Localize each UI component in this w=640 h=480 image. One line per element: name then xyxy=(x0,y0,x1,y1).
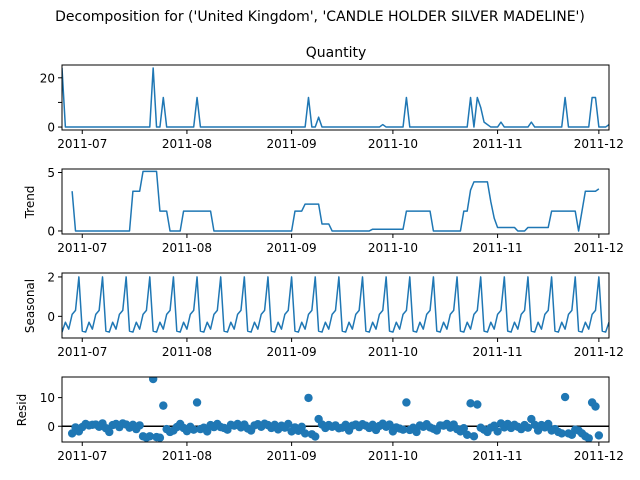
resid-point xyxy=(462,430,472,440)
x-tick-label: 2011-08 xyxy=(162,241,212,255)
axes-frame xyxy=(61,64,610,131)
resid-point xyxy=(311,432,320,441)
y-tick-label: 20 xyxy=(40,71,55,85)
axes-frame xyxy=(61,168,610,235)
resid-point xyxy=(584,434,593,442)
resid-point xyxy=(385,420,394,429)
y-tick-label: 10 xyxy=(40,391,55,405)
resid-point xyxy=(466,399,475,408)
resid-point xyxy=(300,429,310,438)
resid-point xyxy=(473,400,482,409)
x-tick-label: 2011-07 xyxy=(57,241,107,255)
x-tick-label: 2011-12 xyxy=(574,241,624,255)
series-line xyxy=(62,67,609,128)
resid-point xyxy=(145,432,154,441)
resid-point xyxy=(412,427,421,437)
resid-point xyxy=(192,398,202,407)
resid-panel: Resid 2011-07 2011-08 2011-09 2011-10 2011-1… xyxy=(15,376,624,463)
x-tick-label: 2011-08 xyxy=(162,137,212,151)
x-tick-label: 2011-12 xyxy=(574,449,624,463)
series-line xyxy=(62,276,609,333)
x-tick-label: 2011-09 xyxy=(267,449,317,463)
resid-point xyxy=(402,398,411,407)
x-tick-label: 2011-11 xyxy=(473,345,523,359)
resid-point xyxy=(469,432,479,441)
resid-point xyxy=(557,429,566,438)
resid-point xyxy=(398,425,408,434)
x-tick-label: 2011-10 xyxy=(368,241,418,255)
x-tick-label: 2011-07 xyxy=(57,345,107,359)
y-tick-label: 5 xyxy=(47,166,55,180)
resid-point xyxy=(523,423,533,432)
resid-point xyxy=(591,402,600,411)
trend-panel-ylabel: Trend xyxy=(23,186,37,220)
x-tick-label: 2011-11 xyxy=(473,137,523,151)
resid-panel-ylabel: Resid xyxy=(15,394,29,426)
y-tick-label: 0 xyxy=(47,121,55,135)
x-tick-label: 2011-09 xyxy=(267,345,317,359)
resid-point xyxy=(284,419,293,429)
resid-point xyxy=(304,393,313,403)
resid-point xyxy=(202,427,212,436)
x-tick-label: 2011-10 xyxy=(368,137,418,151)
resid-point xyxy=(594,431,604,440)
x-tick-label: 2011-09 xyxy=(267,137,317,151)
resid-point xyxy=(135,421,144,430)
x-tick-label: 2011-12 xyxy=(574,345,624,359)
resid-point xyxy=(159,401,168,410)
x-tick-label: 2011-10 xyxy=(368,345,418,359)
x-tick-label: 2011-10 xyxy=(368,449,418,463)
y-tick-label: 0 xyxy=(47,420,55,434)
x-tick-label: 2011-08 xyxy=(162,449,212,463)
resid-point xyxy=(148,377,158,384)
x-tick-label: 2011-09 xyxy=(267,241,317,255)
figure-suptitle: Decomposition for ('United Kingdom', 'CA… xyxy=(55,9,585,25)
resid-point xyxy=(560,392,570,402)
trend-panel: Trend 2011-07 2011-08 2011-09 2011-10 2011-1… xyxy=(23,166,624,255)
x-tick-label: 2011-11 xyxy=(473,241,523,255)
series-line xyxy=(71,170,600,232)
resid-point xyxy=(493,427,502,436)
x-tick-label: 2011-07 xyxy=(57,449,107,463)
resid-point xyxy=(297,422,306,432)
y-tick-label: 0 xyxy=(47,310,55,324)
seasonal-panel-ylabel: Seasonal xyxy=(23,279,37,333)
resid-point xyxy=(459,424,469,433)
axes-frame xyxy=(61,376,610,443)
resid-point xyxy=(189,425,198,434)
x-tick-label: 2011-12 xyxy=(574,137,624,151)
quantity-panel: Quantity 2011-07 2011-08 2011-09 2011-10 201… xyxy=(40,45,624,151)
axes-frame xyxy=(61,272,610,339)
x-tick-label: 2011-07 xyxy=(57,137,107,151)
seasonal-panel: Seasonal 2011-07 2011-08 2011-09 2011-10 201… xyxy=(23,270,624,359)
y-tick-label: 2 xyxy=(47,270,55,284)
resid-point xyxy=(544,419,553,429)
quantity-panel-title: Quantity xyxy=(306,45,367,61)
y-tick-label: 0 xyxy=(47,224,55,238)
resid-point xyxy=(105,427,114,437)
x-tick-label: 2011-11 xyxy=(473,449,523,463)
x-tick-label: 2011-08 xyxy=(162,345,212,359)
resid-point xyxy=(155,433,165,442)
